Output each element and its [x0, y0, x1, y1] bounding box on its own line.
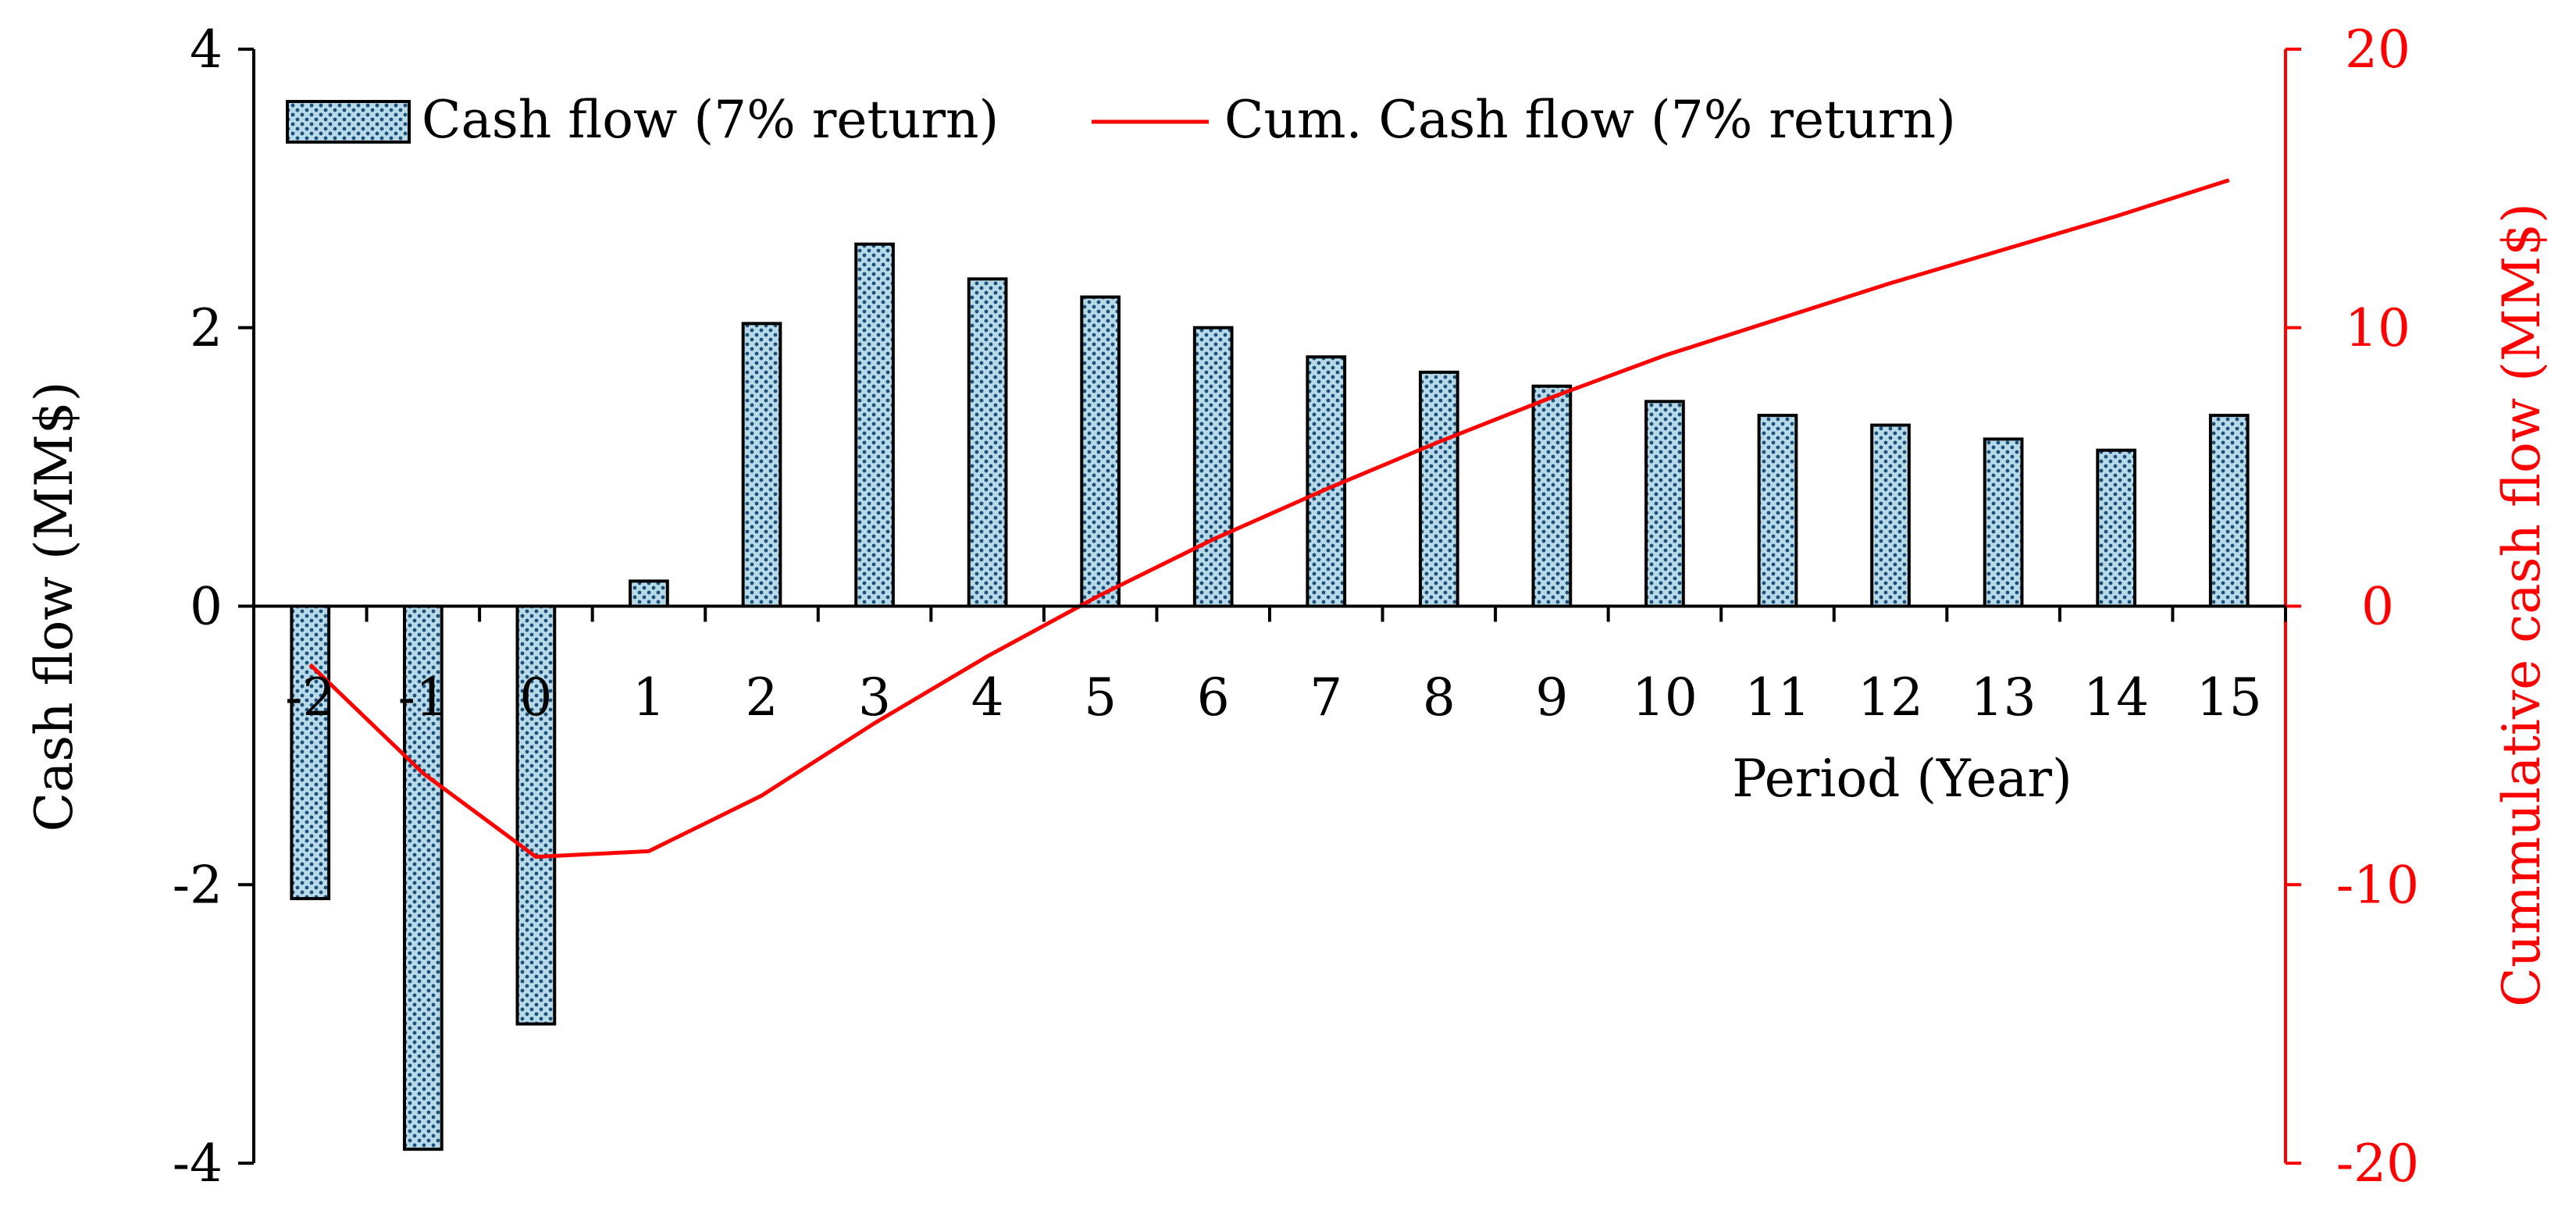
bar: [741, 322, 782, 608]
x-tick-label: 0: [519, 667, 552, 728]
y2-tick-label: -20: [2336, 1133, 2419, 1194]
x-tick-label: 4: [971, 667, 1004, 728]
line-layer: [308, 178, 2230, 859]
y2-axis-title: Cummulative cash flow (MM$): [2492, 203, 2552, 1007]
legend: Cash flow (7% return) Cum. Cash flow (7% …: [286, 90, 1956, 150]
bar: [1306, 355, 1347, 608]
y2-tick-label: 20: [2345, 20, 2410, 80]
legend-bar-label: Cash flow (7% return): [422, 90, 999, 150]
bar: [2208, 414, 2250, 608]
x-tick-label: -2: [285, 667, 335, 728]
x-axis-title: Period (Year): [1732, 749, 2072, 809]
x-tick-label: 15: [2197, 667, 2262, 728]
x-tick-label: 13: [1971, 667, 2036, 728]
bar: [1418, 370, 1459, 608]
x-tick-label: 8: [1423, 667, 1455, 728]
y2-tick-label: 0: [2361, 577, 2394, 637]
bar: [402, 604, 444, 1151]
x-tick-label: 11: [1745, 667, 1811, 728]
legend-bar-swatch: [286, 100, 411, 144]
bar: [1531, 384, 1573, 608]
y2-tick-label: 10: [2345, 298, 2410, 358]
bar: [854, 242, 895, 608]
legend-line-label: Cum. Cash flow (7% return): [1224, 90, 1956, 150]
x-tick-label: 7: [1309, 667, 1342, 728]
y-tick-label: -4: [173, 1133, 223, 1194]
x-tick-label: 9: [1535, 667, 1568, 728]
bar: [1983, 437, 2024, 608]
x-tick-label: 10: [1632, 667, 1698, 728]
bar: [2096, 448, 2137, 608]
bar: [515, 604, 557, 1026]
y-tick-label: -2: [173, 855, 223, 915]
x-tick-label: 14: [2083, 667, 2149, 728]
bar: [1757, 414, 1798, 608]
bar: [1870, 423, 1911, 608]
y-axis-title: Cash flow (MM$): [24, 381, 84, 831]
x-tick-label: 1: [632, 667, 665, 728]
y-tick-label: 4: [190, 20, 223, 80]
bars-layer: [290, 242, 2250, 1151]
x-tick-label: 12: [1858, 667, 1923, 728]
bar: [1080, 295, 1121, 608]
y-tick-label: 2: [190, 298, 223, 358]
x-tick-label: 2: [746, 667, 779, 728]
y-tick-label: 0: [190, 577, 223, 637]
series-line: [308, 178, 2230, 859]
bar: [1644, 400, 1685, 608]
bar: [967, 277, 1008, 608]
bar: [290, 604, 331, 901]
x-tick-label: 6: [1197, 667, 1230, 728]
x-tick-label: 3: [858, 667, 891, 728]
y2-tick-label: -10: [2336, 855, 2419, 915]
x-tick-label: 5: [1084, 667, 1117, 728]
bar: [629, 579, 669, 608]
x-tick-label: -1: [398, 667, 448, 728]
bar: [1192, 326, 1234, 608]
